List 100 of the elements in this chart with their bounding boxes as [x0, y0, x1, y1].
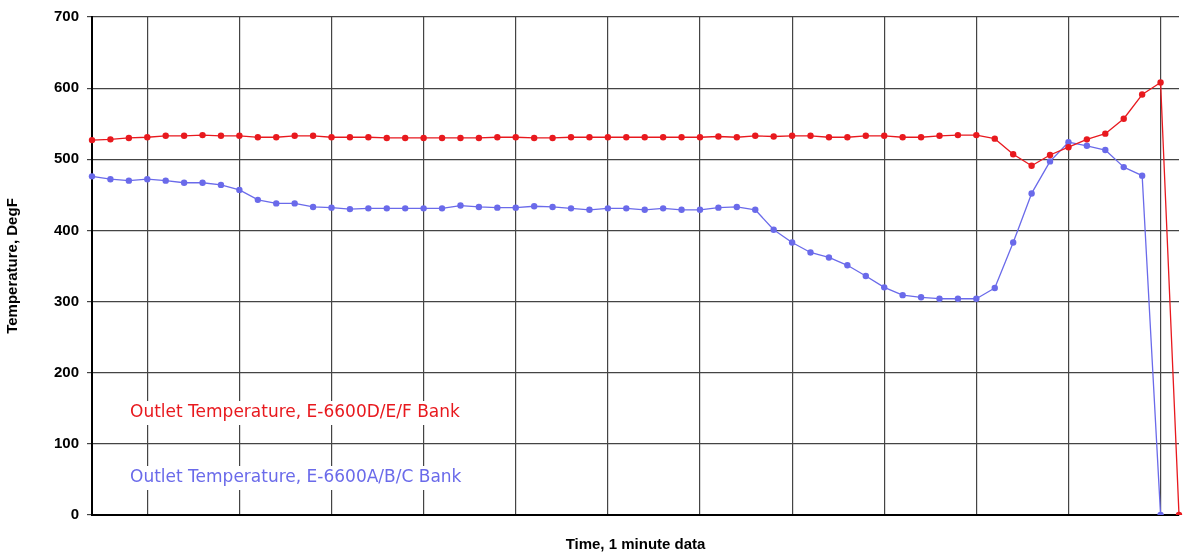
point [696, 206, 704, 213]
point [88, 136, 96, 144]
point [457, 202, 464, 209]
point [309, 132, 317, 140]
point [881, 132, 888, 140]
point [365, 134, 372, 141]
point [862, 272, 869, 280]
point [383, 134, 390, 142]
point [770, 226, 777, 233]
y-tick-label: 400 [53, 220, 79, 238]
point [144, 176, 151, 183]
point [788, 239, 796, 246]
point [659, 205, 667, 212]
point [1028, 162, 1035, 169]
point [107, 136, 114, 143]
point [991, 135, 998, 142]
point [825, 254, 833, 261]
point [494, 204, 501, 211]
point [549, 134, 556, 142]
point [1083, 136, 1091, 143]
point [954, 131, 962, 139]
point [973, 295, 980, 302]
point [733, 134, 741, 141]
y-tick-label: 300 [53, 291, 79, 309]
text: Outlet Temperature, E-6600A/B/C Bank [130, 466, 462, 487]
point [752, 132, 759, 140]
point [844, 134, 851, 141]
point [1083, 142, 1091, 149]
point [420, 205, 427, 212]
point [936, 295, 943, 302]
point [881, 284, 888, 291]
point [512, 134, 519, 141]
point [586, 134, 593, 141]
point [770, 133, 777, 140]
point [1046, 158, 1054, 165]
point [623, 205, 630, 212]
point [273, 134, 280, 141]
point [438, 205, 446, 212]
point [1009, 239, 1017, 246]
point [180, 132, 188, 140]
point [936, 132, 943, 140]
y-tick-label: 500 [53, 149, 79, 167]
point [1065, 143, 1072, 151]
x-axis-title: Time, 1 minute data [565, 535, 707, 553]
point [475, 203, 483, 211]
point [328, 134, 335, 141]
y-tick-label: 700 [53, 7, 79, 25]
point [273, 200, 280, 207]
point [1138, 172, 1146, 179]
point [623, 134, 630, 141]
point [88, 173, 96, 180]
point [899, 291, 906, 299]
point [991, 284, 998, 292]
point [917, 294, 925, 301]
point [696, 134, 704, 141]
point [1157, 79, 1164, 86]
point [678, 206, 685, 213]
point [162, 132, 169, 140]
point [125, 134, 133, 142]
point [328, 204, 335, 211]
point [1009, 151, 1017, 158]
point [494, 134, 501, 141]
point [365, 205, 372, 212]
point [346, 205, 354, 213]
point [346, 134, 354, 141]
point [199, 131, 206, 139]
point [1102, 130, 1109, 137]
point [254, 196, 262, 204]
point [752, 206, 759, 213]
point [1138, 91, 1146, 98]
point [899, 134, 906, 141]
point [678, 134, 685, 141]
point [217, 132, 225, 140]
point [180, 179, 188, 186]
point [457, 134, 464, 142]
point [641, 134, 648, 141]
point [641, 206, 648, 213]
point [162, 177, 169, 184]
point [217, 181, 225, 189]
y-axis-title: Temperature, DegF [3, 198, 21, 334]
point [807, 132, 814, 140]
point [862, 132, 869, 140]
point [512, 204, 519, 211]
point [438, 134, 446, 142]
point [383, 205, 390, 212]
point [1028, 190, 1035, 197]
point [1120, 115, 1127, 122]
point [788, 132, 796, 140]
point [291, 132, 298, 140]
point [567, 134, 575, 141]
point [715, 204, 722, 211]
point [733, 203, 741, 211]
point [825, 134, 833, 141]
point [844, 262, 851, 269]
point [291, 200, 298, 207]
point [715, 133, 722, 140]
point [530, 134, 538, 142]
point [807, 249, 814, 256]
point [309, 203, 317, 211]
point [475, 134, 483, 142]
